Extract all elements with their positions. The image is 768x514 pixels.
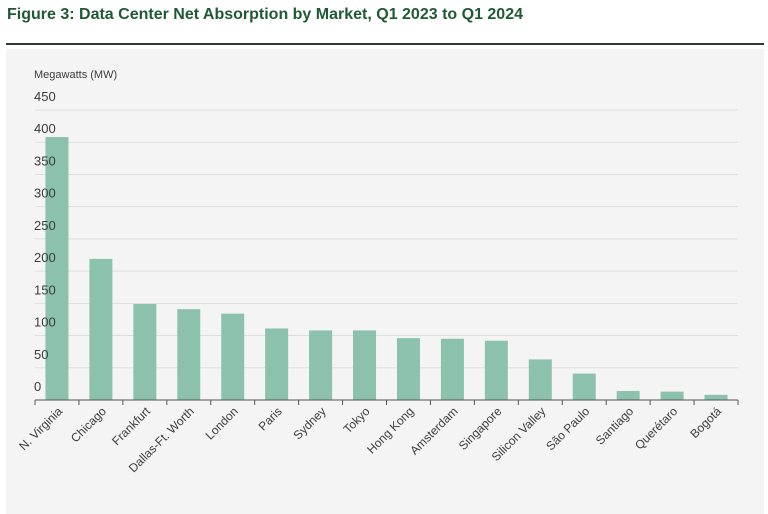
bar [440,338,464,400]
y-tick-label: 150 [34,282,56,297]
y-tick-label: 300 [34,186,56,201]
bar [309,330,333,400]
y-tick-label: 50 [34,347,48,362]
bar [572,373,596,400]
x-tick-label: Bogotá [687,404,724,441]
x-tick-label: Chicago [68,404,109,445]
figure-title: Figure 3: Data Center Net Absorption by … [7,6,523,23]
x-tick-label: São Paulo [543,404,592,453]
bar [660,391,684,400]
bars [45,137,728,401]
bar [89,258,113,400]
x-axis [34,399,739,405]
x-tick-label: London [203,404,241,442]
y-tick-label: 350 [34,153,56,168]
x-tick-label: Sydney [291,404,329,442]
x-tick-label: Frankfurt [109,404,153,448]
bar [484,340,508,400]
x-tick-label: N. Virginia [16,404,65,453]
bar [177,309,201,400]
x-tick-label: Santiago [593,404,637,448]
x-tick-label: Querétaro [632,404,680,452]
x-tick-label: Tokyo [341,404,373,436]
y-tick-label: 100 [34,315,56,330]
bar [133,303,157,400]
y-tick-labels: 0 50 100 150 200 250 300 350 400 450 [34,89,56,394]
x-tick-label: Amsterdam [407,404,460,457]
y-tick-label: 250 [34,218,56,233]
x-tick-label: Paris [256,404,285,433]
y-tick-label: 400 [34,121,56,136]
bar [396,338,420,400]
chart-panel [6,49,764,514]
bar [45,137,69,401]
title-divider [6,43,764,45]
y-tick-label: 450 [34,89,56,104]
bar [353,330,377,400]
bar [221,313,245,400]
y-tick-label: 200 [34,250,56,265]
y-tick-label: 0 [34,379,41,394]
bar [265,328,289,400]
bar [704,394,728,400]
bar [616,390,640,400]
bar [528,359,552,400]
y-axis-label: Megawatts (MW) [34,69,117,81]
